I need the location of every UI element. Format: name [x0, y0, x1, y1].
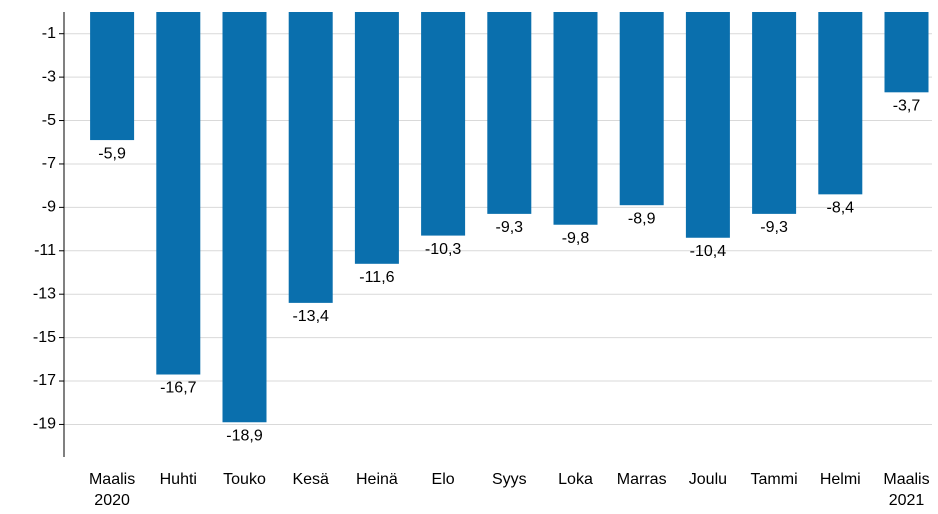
bar: [619, 12, 664, 206]
value-label: -9,3: [496, 219, 524, 236]
value-label: -11,6: [359, 269, 394, 286]
bar: [222, 12, 267, 423]
x-tick-label: Tammi: [751, 471, 798, 488]
bar: [553, 12, 598, 225]
bar: [818, 12, 863, 195]
bar: [752, 12, 797, 214]
value-label: -18,9: [226, 427, 263, 444]
bar: [685, 12, 730, 238]
x-tick-label: Marras: [617, 471, 667, 488]
x-tick-label: Kesä: [292, 471, 329, 488]
y-tick-label: -9: [42, 199, 56, 216]
y-tick-label: -13: [33, 285, 56, 302]
y-tick-label: -15: [33, 329, 56, 346]
x-tick-label: Huhti: [160, 471, 197, 488]
value-label: -10,3: [425, 241, 462, 258]
bar: [421, 12, 466, 236]
value-label: -8,4: [827, 200, 855, 217]
value-label: -10,4: [690, 243, 727, 260]
value-label: -5,9: [98, 145, 126, 162]
value-label: -9,3: [760, 219, 788, 236]
x-tick-label: Helmi: [820, 471, 861, 488]
value-label: -9,8: [562, 230, 590, 247]
y-tick-label: -3: [42, 68, 56, 85]
x-tick-label: Maalis 2021: [883, 471, 929, 509]
x-tick-label: Touko: [223, 471, 266, 488]
bar: [288, 12, 333, 303]
bar: [90, 12, 135, 141]
x-tick-label: Elo: [432, 471, 455, 488]
y-tick-label: -5: [42, 112, 56, 129]
value-label: -16,7: [160, 380, 197, 397]
bar: [156, 12, 201, 375]
value-label: -8,9: [628, 210, 656, 227]
x-tick-label: Joulu: [689, 471, 727, 488]
x-tick-label: Heinä: [356, 471, 398, 488]
y-tick-label: -1: [42, 25, 56, 42]
bar: [354, 12, 399, 264]
bar: [487, 12, 532, 214]
value-label: -13,4: [292, 308, 329, 325]
bar: [884, 12, 929, 93]
x-tick-label: Loka: [558, 471, 593, 488]
y-tick-label: -17: [33, 372, 56, 389]
y-tick-label: -19: [33, 416, 56, 433]
value-label: -3,7: [893, 98, 921, 115]
x-tick-label: Syys: [492, 471, 527, 488]
y-tick-label: -11: [34, 242, 56, 259]
y-tick-label: -7: [42, 155, 56, 172]
x-tick-label: Maalis 2020: [89, 471, 135, 509]
